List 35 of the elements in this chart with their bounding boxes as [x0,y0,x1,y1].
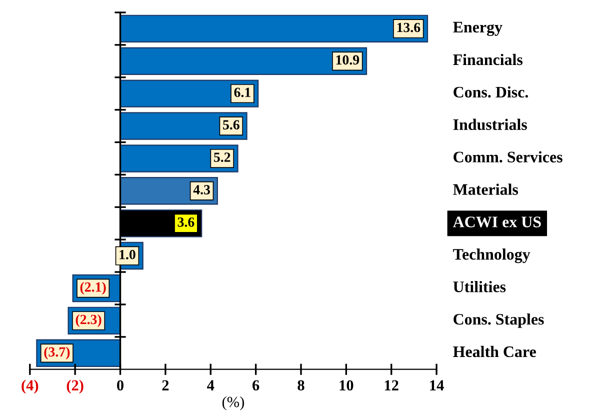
x-tick-label: 6 [252,380,260,391]
data-label: 6.1 [234,88,250,98]
y-tick-label: Technology [453,248,530,264]
data-label: 1.0 [120,250,136,260]
y-tick-label: Utilities [453,280,506,292]
data-label: 10.9 [336,55,360,65]
y-tick-label: Energy [453,22,502,36]
x-tick-label: 8 [298,380,304,391]
x-tick-label: 4 [207,380,214,390]
bar [120,14,428,43]
bar [120,47,368,75]
y-tick-label: Cons. Staples [454,313,544,328]
x-tick-label: 0 [117,380,124,391]
y-tick-label: Materials [453,184,518,195]
y-tick-label: ACWI ex US [452,216,541,228]
y-tick-label: Cons. Disc. [454,86,528,98]
x-tick-label: (4) [22,380,38,394]
data-label: 13.6 [397,22,420,32]
data-label: 5.2 [214,152,230,162]
data-label: 3.6 [178,217,194,227]
y-tick-label: Health Care [453,346,536,358]
data-label: 4.3 [193,185,210,194]
x-tick-label: 10 [340,380,354,391]
data-label: (2.3) [76,314,102,327]
y-tick-label: Financials [453,54,523,66]
y-tick-label: Comm. Services [454,151,562,163]
data-label: (2.1) [80,282,106,295]
data-label: 5.6 [223,120,240,130]
y-tick-label: Industrials [453,118,527,130]
x-tick-label: (2) [66,380,84,394]
x-tick-label: 2 [162,380,169,390]
data-label: (3.7) [44,346,70,360]
x-tick-label: 12 [384,380,398,390]
x-axis-title: (%) [222,396,244,410]
x-tick-label: 14 [430,380,444,390]
